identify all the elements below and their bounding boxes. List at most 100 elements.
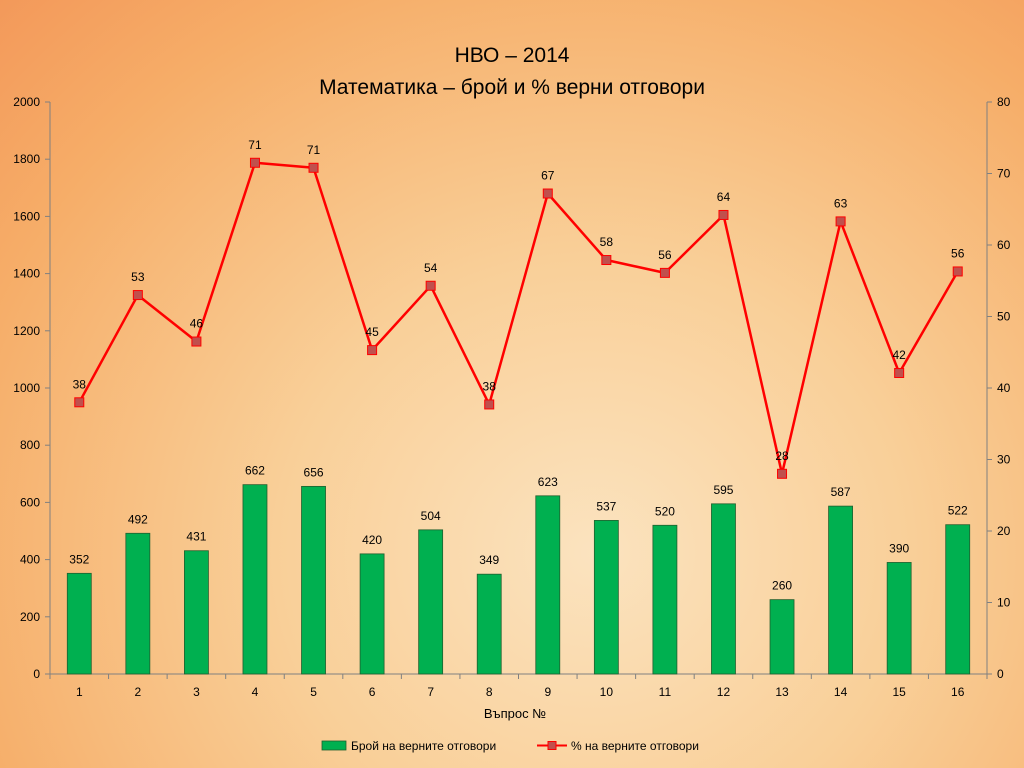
bar-data-label: 595 bbox=[713, 483, 733, 497]
y-left-tick-label: 1400 bbox=[13, 267, 40, 281]
bar-data-label: 623 bbox=[538, 475, 558, 489]
bar bbox=[125, 532, 151, 675]
bar-data-label: 390 bbox=[889, 541, 909, 555]
line-data-label: 71 bbox=[307, 143, 321, 157]
bar-series bbox=[66, 484, 971, 675]
y-left-tick-label: 400 bbox=[20, 553, 40, 567]
bar-data-label: 352 bbox=[69, 552, 89, 566]
line-data-label: 38 bbox=[73, 377, 87, 391]
y-right-tick-label: 70 bbox=[997, 167, 1011, 181]
bar bbox=[242, 484, 268, 675]
y-right-tick-label: 80 bbox=[997, 95, 1011, 109]
line-point bbox=[367, 345, 378, 356]
bar bbox=[652, 524, 678, 675]
bar bbox=[769, 599, 795, 675]
line-point bbox=[542, 188, 553, 199]
line-point bbox=[601, 255, 612, 266]
y-right-tick-label: 0 bbox=[997, 667, 1004, 681]
line-point bbox=[894, 367, 905, 378]
y-left-tick-label: 1200 bbox=[13, 324, 40, 338]
y-left-tick-label: 200 bbox=[20, 610, 40, 624]
axes: 0 200 400 600 800 1000 1200 1400 1600 1800 2000 0 10… bbox=[13, 95, 1010, 699]
bar-data-label: 504 bbox=[421, 509, 441, 523]
line-data-label: 28 bbox=[775, 449, 789, 463]
x-tick-label: 14 bbox=[834, 685, 848, 699]
legend-line-label: % на верните отговори bbox=[571, 739, 699, 753]
x-tick-label: 8 bbox=[486, 685, 493, 699]
x-tick-label: 12 bbox=[717, 685, 731, 699]
x-tick-label: 13 bbox=[775, 685, 789, 699]
legend-bar-swatch bbox=[321, 740, 347, 751]
line-point bbox=[425, 280, 436, 291]
line-data-label: 64 bbox=[717, 190, 731, 204]
y-left-tick-label: 1600 bbox=[13, 209, 40, 223]
line-data-label: 56 bbox=[658, 248, 672, 262]
x-tick-label: 16 bbox=[951, 685, 965, 699]
line-point bbox=[484, 399, 495, 410]
bar-data-label: 260 bbox=[772, 579, 792, 593]
line-data-label: 54 bbox=[424, 261, 438, 275]
line-data-label: 53 bbox=[131, 270, 145, 284]
y-left-tick-label: 800 bbox=[20, 438, 40, 452]
data-labels: 352 492 431 662 656 420 504 349 623 537 520 595 260 5… bbox=[69, 138, 968, 593]
bar bbox=[711, 503, 736, 675]
x-tick-label: 4 bbox=[252, 685, 259, 699]
line-point bbox=[835, 216, 846, 227]
chart-title: НВО – 2014 bbox=[455, 44, 570, 67]
chart-subtitle: Математика – брой и % верни отговори bbox=[319, 76, 705, 99]
x-tick-label: 9 bbox=[544, 685, 551, 699]
bar bbox=[418, 529, 444, 675]
bar bbox=[476, 573, 502, 675]
x-tick-label: 1 bbox=[76, 685, 83, 699]
bar bbox=[886, 562, 912, 675]
line-path bbox=[78, 161, 959, 476]
x-tick-label: 6 bbox=[369, 685, 376, 699]
bar bbox=[184, 550, 209, 675]
line-point bbox=[191, 336, 202, 347]
bar-data-label: 587 bbox=[831, 485, 851, 499]
y-right-tick-label: 20 bbox=[997, 524, 1011, 538]
line-data-label: 63 bbox=[834, 196, 848, 210]
bar-data-label: 662 bbox=[245, 464, 265, 478]
legend: Брой на верните отговори % на верните от… bbox=[321, 739, 699, 753]
line-data-label: 71 bbox=[248, 138, 262, 152]
line-point bbox=[718, 209, 729, 220]
line-data-label: 38 bbox=[483, 379, 497, 393]
bar-data-label: 656 bbox=[304, 465, 324, 479]
bar-data-label: 420 bbox=[362, 533, 382, 547]
line-point bbox=[952, 266, 963, 277]
legend-line-marker bbox=[547, 741, 557, 750]
line-data-label: 58 bbox=[600, 235, 614, 249]
y-right-tick-label: 50 bbox=[997, 310, 1011, 324]
y-right-tick-label: 40 bbox=[997, 381, 1011, 395]
line-point bbox=[132, 290, 143, 301]
bar-data-label: 537 bbox=[596, 499, 616, 513]
x-tick-label: 2 bbox=[135, 685, 142, 699]
line-point bbox=[249, 157, 260, 168]
bar-data-label: 492 bbox=[128, 512, 148, 526]
x-tick-label: 11 bbox=[659, 685, 672, 699]
y-right-tick-label: 60 bbox=[997, 238, 1011, 252]
line-data-label: 56 bbox=[951, 246, 965, 260]
y-left-tick-label: 1800 bbox=[13, 152, 40, 166]
line-series bbox=[74, 157, 963, 479]
y-left-tick-label: 0 bbox=[33, 667, 40, 681]
x-tick-label: 7 bbox=[427, 685, 434, 699]
y-left-tick-label: 1000 bbox=[13, 381, 40, 395]
line-data-label: 46 bbox=[190, 317, 204, 331]
x-tick-label: 10 bbox=[600, 685, 614, 699]
bar bbox=[593, 520, 619, 675]
bar bbox=[301, 485, 326, 675]
bar-data-label: 520 bbox=[655, 504, 675, 518]
line-point bbox=[308, 162, 319, 173]
bar bbox=[359, 553, 385, 675]
bar bbox=[945, 524, 971, 675]
line-point bbox=[659, 267, 670, 278]
line-data-label: 42 bbox=[892, 348, 906, 362]
line-point bbox=[74, 397, 85, 408]
line-point bbox=[777, 468, 788, 479]
y-left-tick-label: 600 bbox=[20, 495, 40, 509]
legend-bar-label: Брой на верните отговори bbox=[351, 739, 496, 753]
x-axis-title: Въпрос № bbox=[484, 706, 546, 721]
